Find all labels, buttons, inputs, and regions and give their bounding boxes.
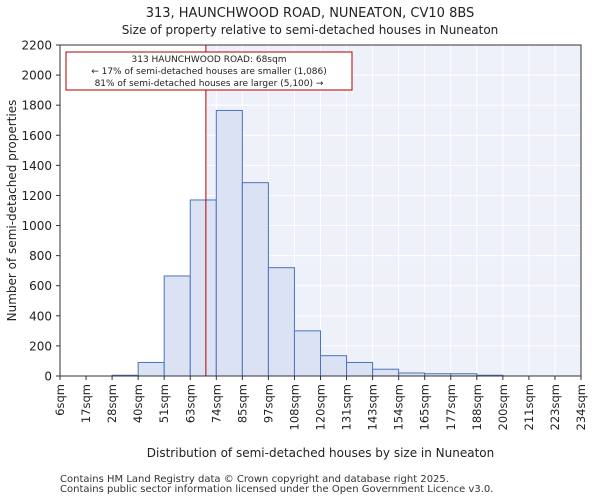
bar [163, 275, 191, 377]
bar [137, 361, 165, 377]
annotation-line-3: 81% of semi-detached houses are larger (… [95, 79, 324, 89]
y-tick-label: 1200 [21, 189, 52, 203]
x-tick-label: 131sqm [340, 384, 354, 430]
y-tick-label: 1000 [21, 219, 52, 233]
bar [346, 361, 374, 377]
annotation-line-2: ← 17% of semi-detached houses are smalle… [91, 67, 327, 77]
annotation-box [65, 51, 353, 91]
footer-line-2: Contains public sector information licen… [60, 484, 494, 495]
bar [215, 109, 243, 377]
y-axis-ticks: 0 200 400 600 800 1000 1200 1400 1600 1800 2000 220… [21, 39, 60, 384]
bar [293, 330, 322, 377]
x-axis-ticks: 6sqm 17sqm 28sqm 40sqm 51sqm 63sqm 74sqm 85sqm 9… [53, 376, 588, 430]
chart-subtitle: Size of property relative to semi-detach… [122, 23, 499, 37]
x-tick-label: 51sqm [157, 384, 171, 423]
x-tick-label: 120sqm [314, 384, 328, 430]
chart-title: 313, HAUNCHWOOD ROAD, NUNEATON, CV10 8BS [146, 6, 475, 21]
y-tick-label: 1400 [21, 159, 52, 173]
bar [320, 355, 348, 377]
x-tick-label: 154sqm [392, 384, 406, 430]
bar [189, 199, 217, 377]
y-axis-label: Number of semi-detached properties [5, 100, 19, 322]
x-tick-label: 165sqm [418, 384, 432, 430]
x-tick-label: 40sqm [131, 384, 145, 423]
x-tick-label: 28sqm [105, 384, 119, 423]
x-tick-label: 188sqm [470, 384, 484, 430]
y-tick-label: 400 [29, 309, 52, 323]
bar [372, 368, 400, 377]
x-axis-label: Distribution of semi-detached houses by … [147, 446, 494, 460]
y-tick-label: 200 [29, 339, 52, 353]
x-tick-label: 74sqm [209, 384, 223, 423]
y-tick-label: 1600 [21, 129, 52, 143]
y-tick-label: 2000 [21, 69, 52, 83]
property-annotation: 313 HAUNCHWOOD ROAD: 68sqm ← 17% of semi… [65, 51, 353, 91]
y-tick-label: 600 [29, 279, 52, 293]
x-tick-label: 108sqm [287, 384, 301, 430]
x-tick-label: 17sqm [79, 384, 93, 423]
bar [241, 182, 269, 377]
x-tick-label: 143sqm [366, 384, 380, 430]
x-tick-label: 177sqm [444, 384, 458, 430]
x-tick-label: 97sqm [261, 384, 275, 423]
x-tick-label: 85sqm [235, 384, 249, 423]
x-tick-label: 211sqm [522, 384, 536, 430]
x-tick-label: 6sqm [53, 384, 67, 416]
x-tick-label: 223sqm [548, 384, 562, 430]
annotation-line-1: 313 HAUNCHWOOD ROAD: 68sqm [132, 55, 287, 65]
bar [267, 267, 295, 377]
y-tick-label: 2200 [21, 39, 52, 53]
x-tick-label: 200sqm [496, 384, 510, 430]
bars [111, 109, 504, 377]
x-tick-label: 63sqm [183, 384, 197, 423]
y-tick-label: 800 [29, 249, 52, 263]
y-tick-label: 0 [44, 370, 52, 384]
x-tick-label: 234sqm [574, 384, 588, 430]
footer-line-1: Contains HM Land Registry data © Crown c… [60, 474, 449, 485]
grid-lines [59, 44, 582, 377]
y-tick-label: 1800 [21, 99, 52, 113]
